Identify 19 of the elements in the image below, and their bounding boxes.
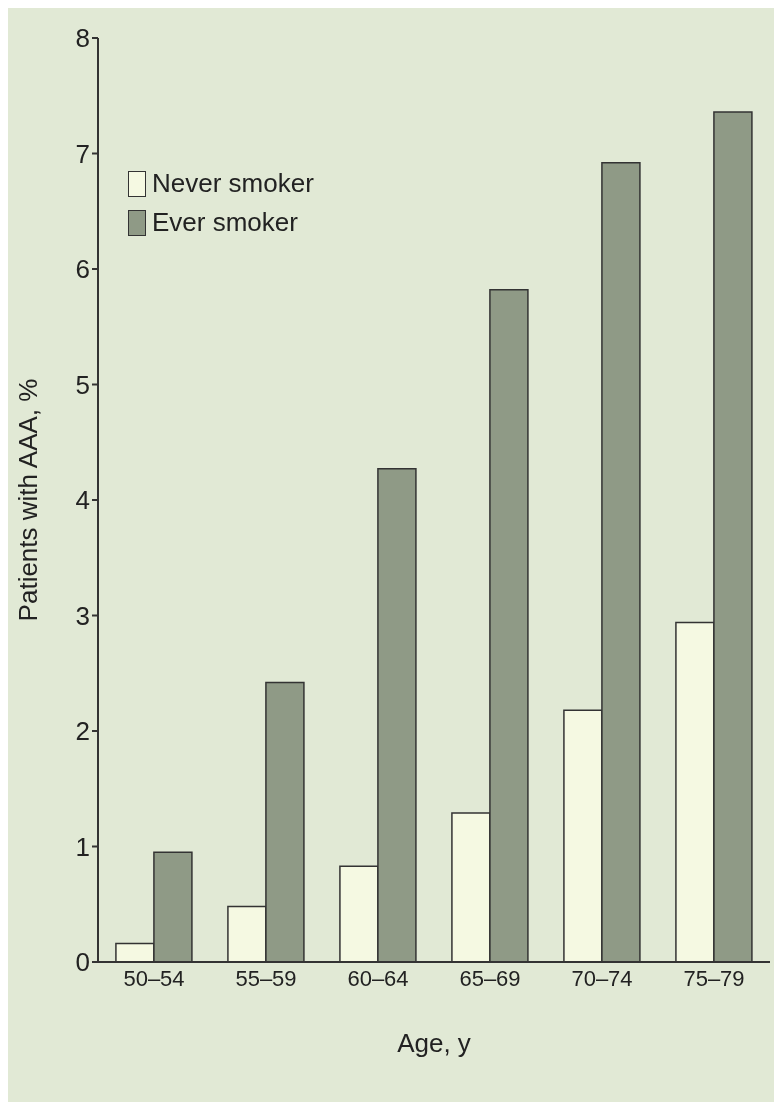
x-tick-label: 60–64	[347, 965, 409, 991]
y-tick-label: 0	[75, 947, 90, 978]
x-tick-label: 65–69	[459, 965, 521, 991]
y-tick-label: 2	[75, 716, 90, 747]
y-tick-label: 6	[75, 254, 90, 285]
x-axis-title: Age, y	[397, 1028, 471, 1058]
y-tick-label: 1	[75, 831, 90, 862]
y-tick-label: 5	[75, 369, 90, 400]
x-tick-label: 75–79	[683, 965, 745, 991]
y-tick-label: 7	[75, 138, 90, 169]
x-tick-label: 50–54	[123, 965, 185, 991]
x-tick-label: 55–59	[235, 965, 297, 991]
x-tick-label: 70–74	[571, 965, 633, 991]
y-tick-label: 8	[75, 23, 90, 54]
legend-label: Ever smoker	[152, 207, 298, 238]
y-tick-label: 3	[75, 600, 90, 631]
y-tick-label: 4	[75, 485, 90, 516]
legend-label: Never smoker	[152, 168, 314, 199]
y-axis-title: Patients with AAA, %	[13, 378, 44, 622]
